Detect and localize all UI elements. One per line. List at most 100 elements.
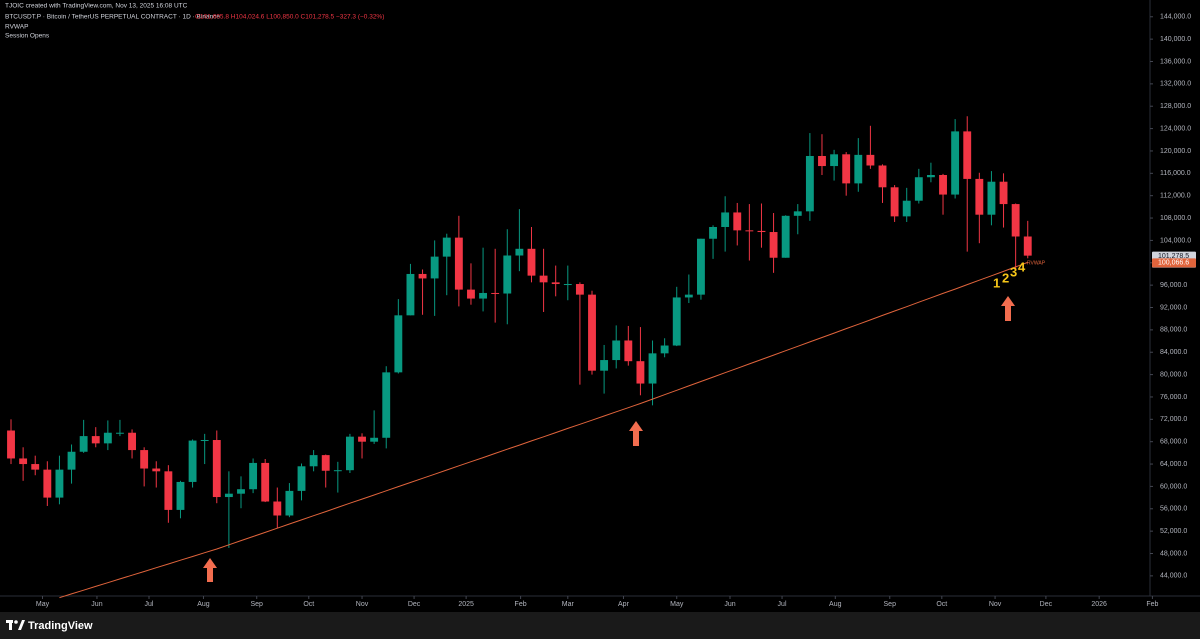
y-tick-label: 44,000.0 — [1160, 573, 1187, 580]
x-tick-label: Dec — [408, 601, 421, 608]
line-label: RVWAP — [1027, 260, 1046, 266]
y-tick-label: 56,000.0 — [1160, 506, 1187, 513]
candle-body — [575, 284, 584, 295]
candle-body — [854, 154, 863, 184]
logo-mark — [18, 620, 25, 630]
x-tick-label: Mar — [562, 601, 575, 608]
x-tick-label: Aug — [197, 601, 210, 608]
x-tick-label: Sep — [884, 601, 897, 608]
x-tick-label: Jul — [778, 601, 787, 608]
candle-body — [636, 361, 645, 384]
footer — [0, 612, 1200, 639]
candle-body — [19, 458, 28, 465]
candle-body — [55, 469, 64, 498]
candle-body — [224, 493, 233, 498]
y-tick-label: 108,000.0 — [1160, 215, 1191, 222]
candle-body — [200, 440, 209, 442]
x-tick-label: Dec — [1040, 601, 1053, 608]
candle-body — [418, 273, 427, 279]
candle-body — [975, 178, 984, 215]
candle-body — [152, 468, 161, 472]
x-tick-label: Apr — [618, 601, 630, 608]
candle-body — [914, 177, 923, 201]
candle-body — [660, 345, 669, 354]
y-tick-label: 140,000.0 — [1160, 36, 1191, 43]
annotation: 2 — [1002, 270, 1009, 285]
candle-body — [31, 464, 40, 470]
x-tick-label: Jun — [724, 601, 735, 608]
candle-body — [67, 451, 76, 470]
candle-body — [91, 436, 100, 444]
arrow — [629, 421, 643, 446]
candle-body — [1023, 236, 1032, 256]
x-tick-label: Jun — [91, 601, 102, 608]
x-tick-label: Nov — [989, 601, 1002, 608]
candle-body — [164, 471, 173, 510]
candle-body — [733, 212, 742, 231]
x-tick-label: Oct — [303, 601, 314, 608]
symbol[interactable]: BTCUSDT.P · Bitcoin / TetherUS PERPETUAL… — [5, 14, 220, 21]
candle-body — [394, 315, 403, 373]
x-tick-label: 2025 — [458, 601, 474, 608]
candle-body — [454, 237, 463, 290]
candle-body — [769, 232, 778, 258]
y-tick-label: 52,000.0 — [1160, 528, 1187, 535]
candle-body — [551, 282, 560, 285]
x-tick-label: Aug — [829, 601, 842, 608]
candle-body — [866, 154, 875, 166]
candle-body — [212, 440, 221, 498]
y-tick-label: 124,000.0 — [1160, 125, 1191, 132]
y-tick-label: 76,000.0 — [1160, 394, 1187, 401]
candle-body — [999, 181, 1008, 205]
y-tick-label: 112,000.0 — [1160, 193, 1191, 200]
candle-body — [79, 436, 88, 452]
candle-body — [939, 174, 947, 195]
candle-body — [1011, 204, 1020, 237]
candle-body — [467, 289, 475, 299]
candle-body — [842, 154, 851, 184]
candle-body — [140, 450, 149, 469]
candle-body — [430, 256, 439, 279]
y-tick-label: 72,000.0 — [1160, 416, 1187, 423]
candle-body — [237, 489, 245, 494]
candle-body — [672, 297, 681, 346]
y-tick-label: 68,000.0 — [1160, 439, 1187, 446]
indicator-legend[interactable]: RVWAP — [5, 24, 28, 31]
candle-body — [987, 181, 996, 215]
candle-body — [588, 294, 596, 371]
logo[interactable]: TradingView — [6, 620, 93, 632]
candle-body — [515, 248, 524, 256]
y-tick-label: 88,000.0 — [1160, 327, 1187, 334]
logo-mark — [9, 620, 12, 630]
annotation: 4 — [1018, 259, 1026, 274]
candle-body — [563, 284, 572, 286]
candle-body — [358, 436, 366, 442]
ohlc: O101,605.8 H104,024.6 L100,850.0 C101,27… — [195, 14, 384, 21]
candle-body — [951, 131, 960, 195]
candle-body — [648, 353, 657, 384]
candle-body — [273, 501, 282, 516]
indicator-legend[interactable]: Session Opens — [5, 33, 50, 40]
annotation: 3 — [1010, 264, 1017, 279]
candle-body — [128, 432, 136, 451]
x-tick-label: Oct — [936, 601, 947, 608]
candle-body — [697, 238, 705, 295]
candle-body — [176, 481, 185, 510]
arrow — [203, 558, 217, 582]
candle-body — [309, 455, 318, 467]
price-tag — [1152, 258, 1196, 268]
x-tick-label: 2026 — [1091, 601, 1107, 608]
candle-body — [297, 466, 306, 491]
y-tick-label: 116,000.0 — [1160, 170, 1191, 177]
x-tick-label: Jul — [145, 601, 154, 608]
candle-body — [370, 437, 379, 442]
candle-body — [249, 462, 258, 490]
y-tick-label: 120,000.0 — [1160, 148, 1191, 155]
y-tick-label: 48,000.0 — [1160, 550, 1187, 557]
candle-body — [926, 174, 935, 178]
arrow — [1001, 296, 1015, 321]
x-tick-label: Feb — [1146, 601, 1158, 608]
logo-mark — [14, 620, 18, 624]
x-tick-label: May — [670, 601, 684, 608]
